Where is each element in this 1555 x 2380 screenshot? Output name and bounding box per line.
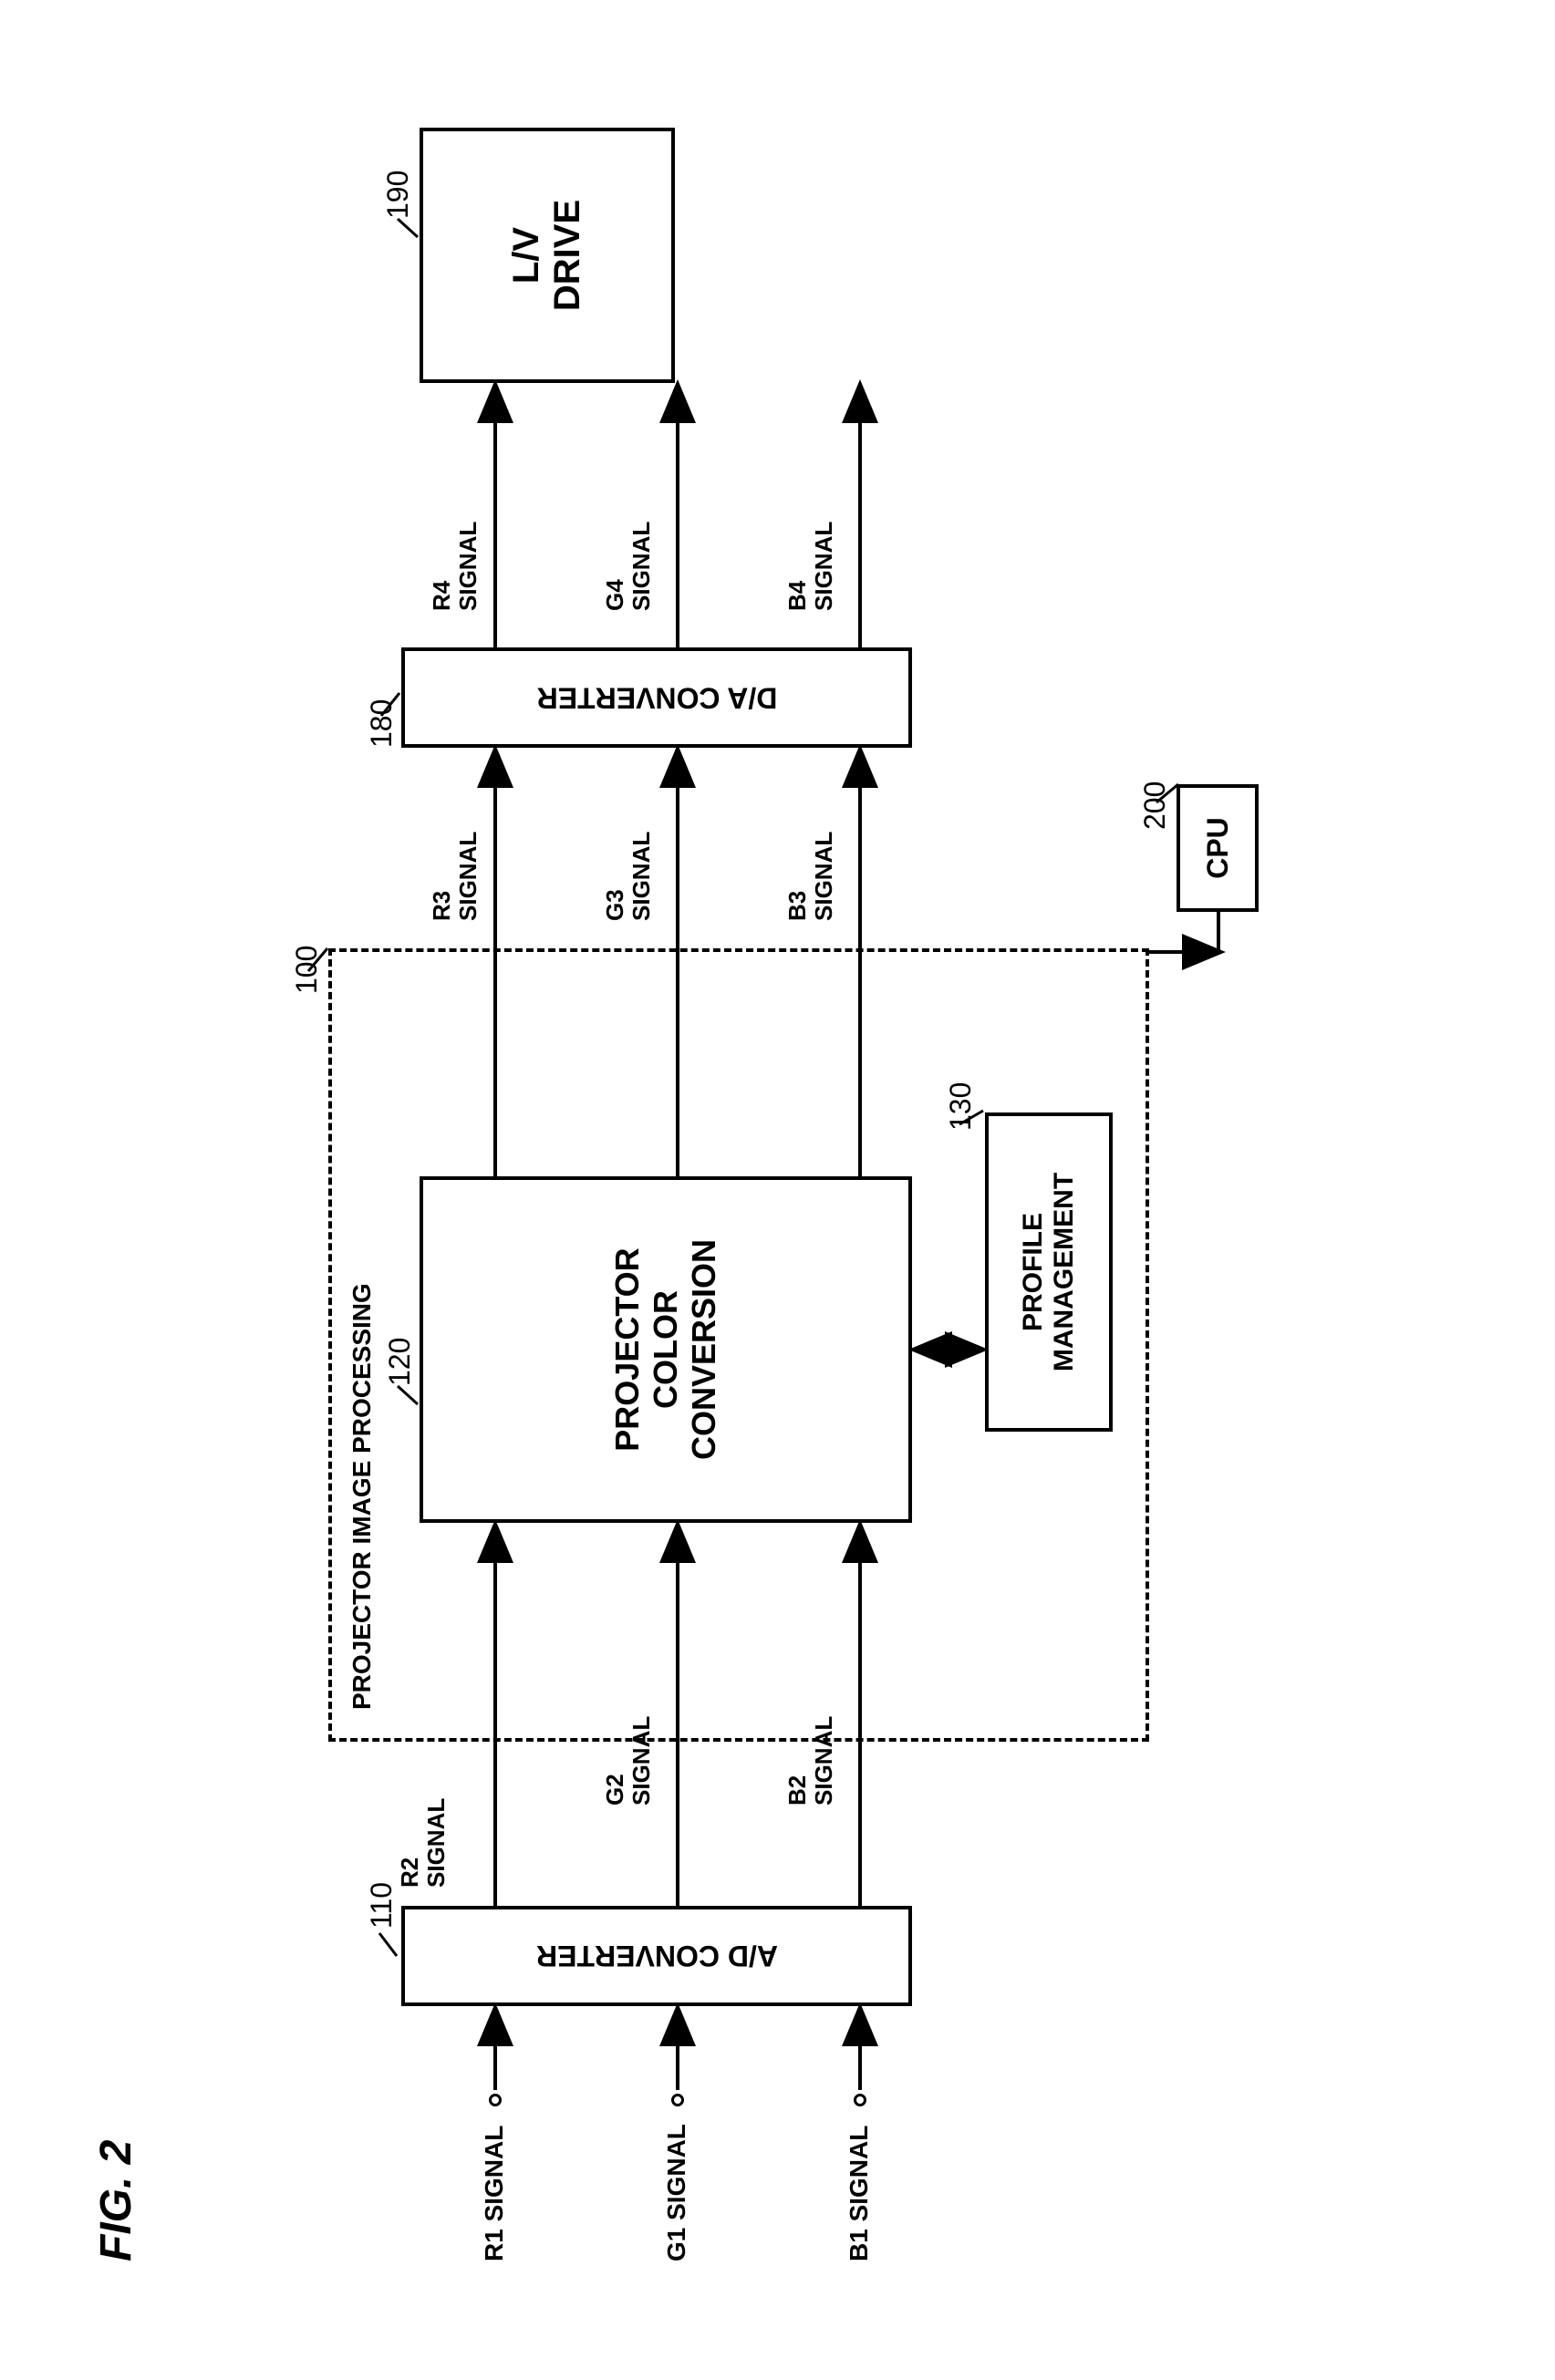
r4-signal-label: R4 SIGNAL	[429, 522, 481, 611]
color-conversion-ref: 120	[383, 1338, 417, 1386]
ad-converter-block: A/D CONVERTER	[401, 1906, 912, 2006]
b1-label: B1 SIGNAL	[844, 2126, 875, 2261]
b2-signal-label: B2 SIGNAL	[784, 1716, 836, 1806]
figure-title: FIG. 2	[91, 2140, 141, 2261]
profile-management-ref: 130	[944, 1082, 978, 1131]
cpu-ref: 200	[1138, 781, 1172, 830]
lv-drive-block: L/V DRIVE	[420, 128, 675, 383]
color-conversion-block: PROJECTOR COLOR CONVERSION	[420, 1176, 912, 1523]
ad-converter-ref: 110	[365, 1882, 399, 1929]
da-converter-ref: 180	[365, 699, 399, 748]
g4-signal-label: G4 SIGNAL	[602, 522, 654, 611]
profile-management-block: PROFILE MANAGEMENT	[985, 1112, 1113, 1432]
image-processing-ref: 100	[290, 946, 324, 994]
g3-signal-label: G3 SIGNAL	[602, 832, 654, 921]
cpu-block: CPU	[1177, 784, 1259, 912]
da-converter-block: D/A CONVERTER	[401, 647, 912, 748]
g2-signal-label: G2 SIGNAL	[602, 1716, 654, 1806]
r1-terminal	[489, 2094, 502, 2106]
b3-signal-label: B3 SIGNAL	[784, 832, 836, 921]
r2-signal-label: R2 SIGNAL	[397, 1798, 449, 1888]
g1-terminal	[671, 2094, 684, 2106]
r3-signal-label: R3 SIGNAL	[429, 832, 481, 921]
lv-drive-ref: 190	[381, 171, 415, 219]
b4-signal-label: B4 SIGNAL	[784, 522, 836, 611]
diagram-container: FIG. 2 R1 SIGNAL G1 SIGNAL B1 SIGNAL A/D…	[36, 36, 1496, 2316]
r1-label: R1 SIGNAL	[479, 2126, 510, 2261]
b1-terminal	[854, 2094, 866, 2106]
image-processing-label: PROJECTOR IMAGE PROCESSING	[347, 1283, 378, 1710]
g1-label: G1 SIGNAL	[661, 2124, 692, 2261]
